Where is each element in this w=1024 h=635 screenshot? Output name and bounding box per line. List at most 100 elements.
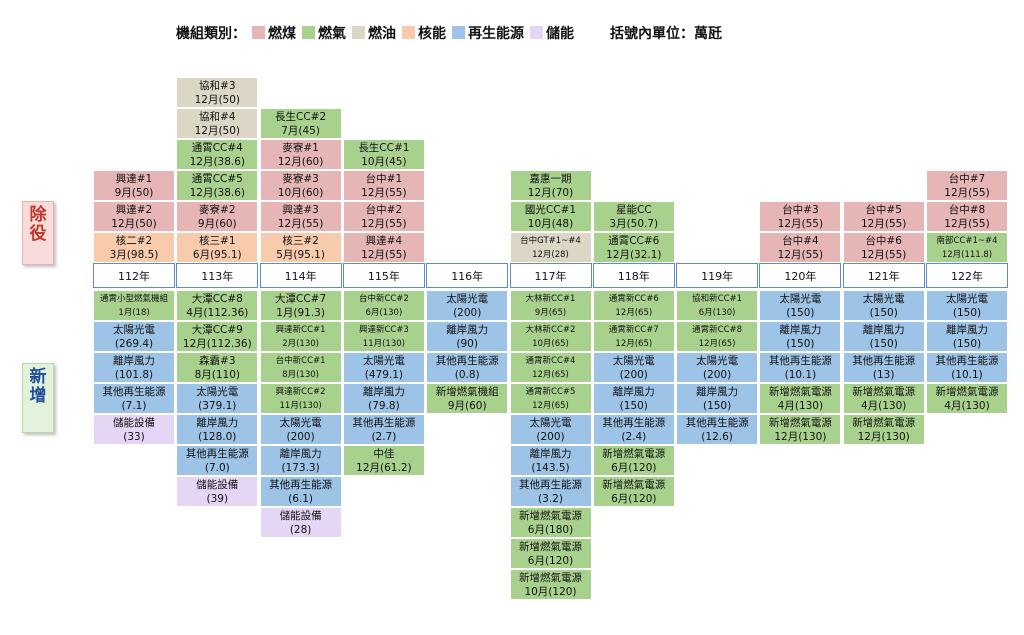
- unit-detail: 12月(65): [532, 369, 569, 380]
- legend-label-oil: 燃油: [368, 26, 396, 42]
- added-unit-cell: 大林新CC#2 10月(65): [509, 321, 592, 352]
- legend-label-renewable: 再生能源: [468, 26, 524, 42]
- unit-detail: (33): [123, 430, 145, 443]
- unit-detail: 12月(65): [698, 338, 736, 349]
- unit-name: 新增燃氣電源: [519, 571, 582, 584]
- unit-detail: 12月(38.6): [189, 155, 246, 168]
- added-unit-cell: 太陽光電 (200): [259, 414, 342, 445]
- unit-detail: 9月(60): [197, 217, 237, 230]
- added-unit-cell: 大潭CC#8 4月(112.36): [176, 290, 259, 321]
- unit-name: 通霄CC#5: [191, 172, 243, 185]
- unit-note: 括號內單位：萬瓩: [610, 26, 722, 42]
- unit-detail: (128.0): [198, 430, 237, 443]
- unit-name: 其他再生能源: [102, 385, 166, 398]
- year-header: 115年: [342, 263, 425, 288]
- unit-detail: 12月(55): [277, 217, 324, 230]
- unit-name: 大潭CC#9: [191, 323, 243, 336]
- unit-name: 太陽光電: [696, 354, 739, 367]
- unit-detail: (200): [286, 430, 315, 443]
- unit-detail: (10.1): [951, 368, 983, 381]
- unit-detail: 12月(55): [777, 217, 824, 230]
- unit-name: 離岸風力: [446, 323, 489, 336]
- unit-name: 太陽光電: [779, 292, 822, 305]
- legend-swatch-coal: [252, 26, 265, 39]
- added-unit-cell: 太陽光電 (200): [426, 290, 509, 321]
- unit-name: 其他再生能源: [269, 478, 333, 491]
- year-header: 118年: [592, 263, 675, 288]
- unit-detail: 12月(60): [277, 155, 324, 168]
- added-unit-cell: 離岸風力 (90): [426, 321, 509, 352]
- unit-name: 太陽光電: [529, 416, 572, 429]
- legend-swatch-oil: [352, 26, 365, 39]
- unit-detail: 6月(180): [527, 523, 574, 536]
- unit-detail: 6月(120): [527, 554, 574, 567]
- added-unit-cell: 離岸風力 (150): [926, 321, 1008, 352]
- retire-unit-cell: 協和#4 12月(50): [176, 108, 259, 139]
- added-unit-cell: 太陽光電 (269.4): [93, 321, 175, 352]
- added-unit-cell: 其他再生能源 (10.1): [926, 352, 1008, 383]
- added-unit-cell: 新增燃氣電源 6月(180): [509, 507, 592, 538]
- unit-detail: 11月(130): [279, 400, 322, 411]
- unit-name: 台中#3: [782, 203, 819, 216]
- unit-detail: 9月(60): [447, 399, 487, 412]
- added-unit-cell: 太陽光電 (200): [509, 414, 592, 445]
- unit-name: 國光CC#1: [524, 203, 577, 216]
- unit-detail: 12月(130): [857, 430, 910, 443]
- unit-name: 通霄新CC#4: [525, 355, 576, 366]
- added-unit-cell: 離岸風力 (143.5): [509, 445, 592, 476]
- unit-detail: 10月(45): [361, 155, 407, 168]
- unit-name: 協和#3: [199, 79, 236, 92]
- legend-label-nuclear: 核能: [418, 26, 446, 42]
- unit-name: 協和#4: [199, 110, 236, 123]
- unit-detail: 12月(28): [532, 249, 569, 260]
- unit-name: 台中#8: [948, 203, 986, 216]
- unit-name: 其他再生能源: [852, 354, 916, 367]
- unit-detail: (150): [952, 306, 982, 319]
- added-unit-cell: 其他再生能源 (13): [842, 352, 925, 383]
- unit-detail: 6月(130): [365, 307, 403, 318]
- legend-swatch-renewable: [452, 26, 465, 39]
- added-unit-cell: 森霸#3 8月(110): [176, 352, 259, 383]
- added-unit-cell: 其他再生能源 (7.0): [176, 445, 259, 476]
- added-unit-cell: 通霄新CC#8 12月(65): [676, 321, 759, 352]
- unit-name: 森霸#3: [199, 354, 236, 367]
- retire-unit-cell: 核三#2 5月(95.1): [259, 232, 342, 263]
- unit-detail: (28): [289, 523, 312, 536]
- legend: 機組類別： 燃煤 燃氣 燃油 核能 再生能源 儲能 括號內單位：萬瓩: [176, 22, 722, 44]
- unit-name: 其他再生能源: [685, 416, 749, 429]
- retire-unit-cell: 核二#2 3月(98.5): [93, 232, 175, 263]
- year-header: 117年: [509, 263, 592, 288]
- retire-unit-cell: 台中#5 12月(55): [842, 201, 925, 232]
- legend-label-coal: 燃煤: [268, 26, 296, 42]
- unit-name: 離岸風力: [612, 385, 655, 398]
- retire-unit-cell: 興達#4 12月(55): [342, 232, 425, 263]
- retire-unit-cell: 通霄CC#4 12月(38.6): [176, 139, 259, 170]
- added-unit-cell: 新增燃氣電源 12月(130): [759, 414, 842, 445]
- unit-detail: (150): [702, 399, 732, 412]
- retire-unit-cell: 長生CC#2 7月(45): [259, 108, 342, 139]
- legend-swatch-storage: [530, 26, 543, 39]
- unit-detail: 12月(65): [615, 338, 653, 349]
- unit-name: 其他再生能源: [435, 354, 499, 367]
- unit-name: 太陽光電: [113, 323, 155, 336]
- unit-detail: 10月(60): [277, 186, 324, 199]
- unit-detail: (200): [702, 368, 732, 381]
- unit-name: 通霄CC#4: [191, 141, 243, 154]
- added-unit-cell: 儲能設備 (33): [93, 414, 175, 445]
- added-unit-cell: 儲能設備 (39): [176, 476, 259, 507]
- unit-detail: 6月(95.1): [192, 248, 242, 261]
- unit-detail: (6.1): [288, 492, 314, 505]
- unit-detail: 12月(70): [527, 186, 574, 199]
- retire-unit-cell: 通霄CC#6 12月(32.1): [592, 232, 675, 263]
- added-unit-cell: 新增燃氣電源 10月(120): [509, 569, 592, 600]
- unit-detail: 12月(111.8): [941, 249, 993, 260]
- unit-detail: 12月(65): [615, 307, 653, 318]
- added-unit-cell: 離岸風力 (173.3): [259, 445, 342, 476]
- unit-detail: (200): [453, 306, 482, 319]
- unit-name: 嘉惠一期: [529, 172, 572, 185]
- unit-detail: 12月(38.6): [189, 186, 246, 199]
- unit-name: 興達#2: [115, 203, 153, 216]
- added-unit-cell: 其他再生能源 (7.1): [93, 383, 175, 414]
- unit-detail: 9月(65): [534, 307, 567, 318]
- unit-detail: (150): [952, 337, 982, 350]
